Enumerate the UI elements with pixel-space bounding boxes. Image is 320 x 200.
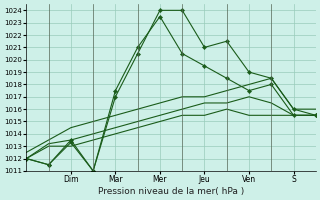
X-axis label: Pression niveau de la mer( hPa ): Pression niveau de la mer( hPa ) (98, 187, 244, 196)
